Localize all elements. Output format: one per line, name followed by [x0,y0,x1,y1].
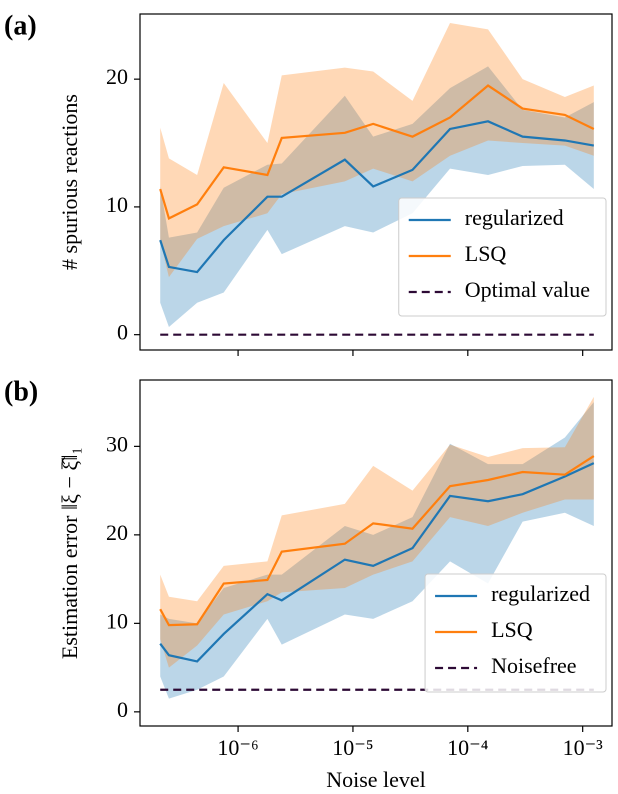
x-tick-label: 10⁻⁵ [332,735,373,760]
legend-box [424,573,607,693]
axes-frame [139,379,613,727]
series-line [159,84,595,220]
series-line [159,455,595,627]
legend-label: regularized [491,581,590,606]
y-tick-label: 10 [106,192,128,217]
panel-label: (a) [4,10,37,41]
x-tick-label: 10⁻⁴ [447,735,489,760]
series-line [159,462,595,663]
y-axis-label: # spurious reactions [57,94,82,270]
series-line [159,120,595,274]
legend-box [398,197,607,317]
y-tick-label: 0 [117,320,128,345]
confidence-band [160,396,594,668]
axes-frame [139,13,613,351]
y-tick-label: 30 [106,431,128,456]
panel-label: (b) [4,376,38,407]
y-tick-label: 10 [106,608,128,633]
legend-label: LSQ [491,617,533,642]
x-axis-label: Noise level [326,767,426,792]
y-axis-label: Estimation error ‖ξ − ξ̂‖₁ [57,447,82,659]
confidence-band [160,66,594,328]
legend-label: Optimal value [465,277,590,302]
legend-label: Noisefree [491,653,577,678]
legend: regularized LSQ Noisefree [424,573,607,693]
x-tick-label: 10⁻³ [563,735,604,760]
confidence-band [160,402,594,699]
legend-label: LSQ [465,241,507,266]
y-tick-label: 20 [106,64,128,89]
legend-label: regularized [465,205,564,230]
y-tick-label: 0 [117,697,128,722]
x-tick-label: 10⁻⁶ [217,735,258,760]
y-tick-label: 20 [106,520,128,545]
legend: regularized LSQ Optimal value [398,197,607,317]
